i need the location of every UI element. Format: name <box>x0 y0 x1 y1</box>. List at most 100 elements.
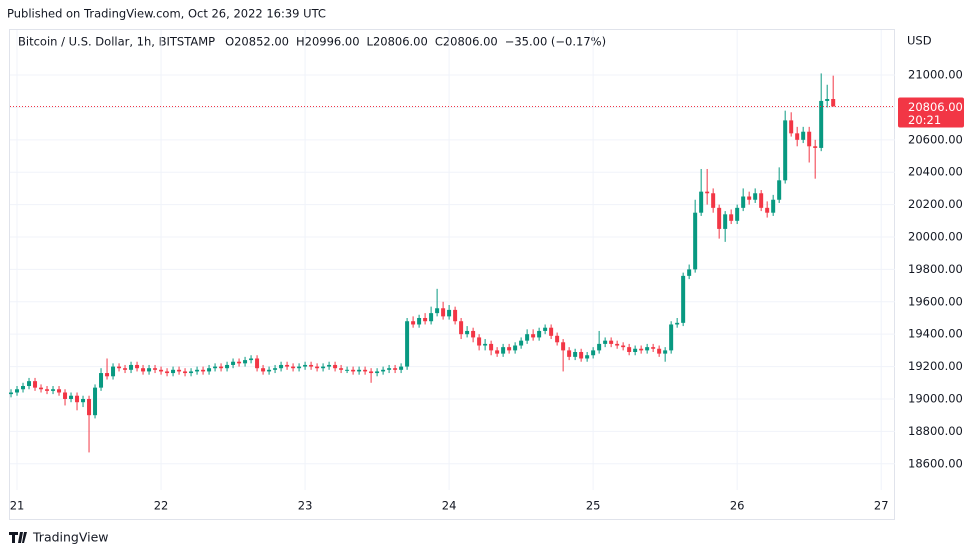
candle-body <box>477 337 482 346</box>
candle-body <box>117 366 122 369</box>
candle-body <box>579 352 584 359</box>
y-tick-label: 19200.00 <box>908 359 963 373</box>
candle-body <box>189 371 194 374</box>
candle-body <box>39 387 44 390</box>
candle-body <box>591 350 596 356</box>
candle-body <box>231 361 236 365</box>
candle-body <box>393 368 398 370</box>
candle-body <box>159 369 164 372</box>
candle-body <box>57 389 62 393</box>
candle-body <box>735 207 740 221</box>
candle-body <box>777 180 782 200</box>
candle-body <box>123 368 128 370</box>
candle-body <box>705 191 710 194</box>
candle-body <box>765 207 770 213</box>
y-tick-label: 19400.00 <box>908 327 963 341</box>
y-tick-label: 20600.00 <box>908 132 963 146</box>
candle-body <box>573 352 578 357</box>
candle-body <box>129 364 134 370</box>
candle-body <box>567 350 572 357</box>
candle-body <box>405 321 410 367</box>
candle-body <box>597 343 602 351</box>
candle-body <box>21 386 26 390</box>
candle-body <box>297 366 302 369</box>
candle-body <box>363 369 368 372</box>
legend-value: H20996.00 <box>296 35 360 49</box>
legend-title: Bitcoin / U.S. Dollar, 1h, BITSTAMP <box>18 35 215 49</box>
legend-value: O20852.00 <box>225 35 289 49</box>
candle-body <box>45 389 50 391</box>
candle-body <box>609 340 614 344</box>
candle-body <box>693 212 698 270</box>
candle-body <box>747 196 752 200</box>
candle-body <box>369 371 374 374</box>
candle-body <box>621 345 626 348</box>
candle-body <box>105 373 110 377</box>
candle-body <box>453 309 458 322</box>
candle-body <box>399 366 404 370</box>
candle-body <box>603 340 608 344</box>
candle-body <box>525 334 530 341</box>
candle-body <box>15 389 20 393</box>
candle-body <box>279 364 284 369</box>
candle-body <box>615 343 620 346</box>
candle-body <box>135 364 140 369</box>
candle-body <box>423 317 428 322</box>
x-tick-label: 21 <box>10 499 25 513</box>
candle-body <box>321 366 326 369</box>
candle-body <box>669 324 674 351</box>
candle-body <box>687 269 692 276</box>
candle-body <box>645 347 650 351</box>
candle-body <box>111 366 116 377</box>
candle-body <box>81 398 86 403</box>
candle-body <box>633 348 638 352</box>
published-note: Published on TradingView.com, Oct 26, 20… <box>7 7 326 21</box>
y-axis-label: USD <box>907 34 932 48</box>
brand-name: TradingView <box>32 530 109 545</box>
candle-body <box>819 100 824 148</box>
candle-body <box>711 193 716 208</box>
y-tick-label: 19600.00 <box>908 294 963 308</box>
candle-body <box>183 371 188 374</box>
x-tick-label: 26 <box>730 499 745 513</box>
candle-body <box>831 99 836 107</box>
y-tick-label: 18600.00 <box>908 456 963 470</box>
candle-body <box>549 327 554 336</box>
candle-body <box>249 358 254 361</box>
candle-body <box>657 348 662 354</box>
plot-frame <box>9 29 895 520</box>
candle-body <box>51 389 56 391</box>
candle-body <box>357 369 362 372</box>
candle-body <box>351 369 356 372</box>
candle-body <box>723 214 728 229</box>
candle-body <box>459 321 464 335</box>
candle-body <box>795 133 800 140</box>
candle-body <box>177 369 182 372</box>
y-tick-label: 19800.00 <box>908 262 963 276</box>
candle-body <box>261 368 266 372</box>
candle-body <box>441 308 446 317</box>
legend-value: L20806.00 <box>367 35 428 49</box>
brand-logo: TradingView <box>9 530 109 545</box>
candle-body <box>429 313 434 322</box>
candle-body <box>447 309 452 317</box>
candle-body <box>495 350 500 354</box>
grid <box>10 30 895 490</box>
last-price-label: 20806.00 <box>908 100 963 114</box>
candle-body <box>27 381 32 387</box>
candle-body <box>171 369 176 374</box>
candle-body <box>585 355 590 359</box>
candle-body <box>225 364 230 369</box>
candle-body <box>417 317 422 325</box>
x-tick-label: 25 <box>586 499 601 513</box>
x-tick-label: 27 <box>874 499 889 513</box>
candle-body <box>255 358 260 369</box>
candle-body <box>63 392 68 399</box>
candle-body <box>513 345 518 351</box>
candle-body <box>663 350 668 354</box>
candle-body <box>243 360 248 364</box>
last-price-tag <box>898 97 964 128</box>
candle-body <box>333 364 338 369</box>
